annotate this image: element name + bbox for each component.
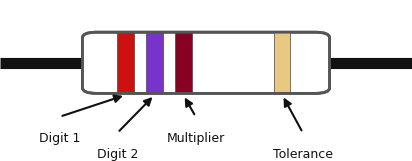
Text: Digit 1: Digit 1 <box>39 132 80 145</box>
Text: Multiplier: Multiplier <box>166 132 225 145</box>
Text: Tolerance: Tolerance <box>273 148 333 161</box>
Bar <box>146 32 163 93</box>
Bar <box>175 32 192 93</box>
Bar <box>274 32 290 93</box>
Bar <box>117 32 134 93</box>
Text: Digit 2: Digit 2 <box>97 148 138 161</box>
FancyBboxPatch shape <box>82 32 330 93</box>
